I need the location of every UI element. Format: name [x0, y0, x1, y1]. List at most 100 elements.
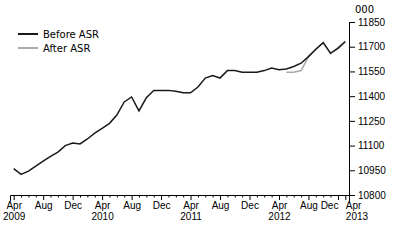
- y-tick-label: 11700: [358, 41, 386, 52]
- x-tick: [227, 195, 228, 198]
- y-tick: 11400: [349, 91, 386, 102]
- x-tick-label: Aug: [300, 200, 318, 211]
- lines: [14, 41, 346, 174]
- x-tick: [301, 195, 302, 198]
- x-axis: Apr2009AugDecApr2010AugDecApr2011AugDecA…: [3, 195, 368, 222]
- y-tick: 11250: [349, 116, 386, 127]
- x-minor-tick-mark: [58, 195, 59, 198]
- x-minor-tick-mark: [286, 195, 287, 198]
- x-minor-tick-mark: [242, 195, 243, 198]
- y-tick-mark: [349, 71, 355, 72]
- x-tick: [168, 195, 169, 198]
- x-minor-tick-mark: [117, 195, 118, 198]
- x-minor-tick-mark: [205, 195, 206, 198]
- x-tick: [65, 195, 66, 198]
- x-minor-tick-mark: [109, 195, 110, 198]
- series-line: [14, 42, 346, 175]
- x-tick: Apr2010: [91, 195, 114, 222]
- y-axis-line: [350, 23, 356, 196]
- x-tick: [286, 195, 287, 198]
- y-tick: 10950: [349, 165, 386, 176]
- x-minor-tick-mark: [95, 195, 96, 198]
- x-tick: [124, 195, 125, 198]
- x-tick: Aug: [212, 195, 230, 211]
- x-minor-tick-mark: [51, 195, 52, 198]
- x-tick: [154, 195, 155, 198]
- y-tick-label: 11250: [358, 116, 386, 127]
- x-minor-tick-mark: [235, 195, 236, 198]
- x-tick-label: Dec: [321, 200, 339, 211]
- x-tick: [36, 195, 37, 198]
- x-tick: [316, 195, 317, 198]
- x-tick: [242, 195, 243, 198]
- x-minor-tick-mark: [65, 195, 66, 198]
- x-minor-tick-mark: [139, 195, 140, 198]
- legend-swatch: [18, 33, 38, 35]
- x-minor-tick-mark: [176, 195, 177, 198]
- x-minor-tick-mark: [198, 195, 199, 198]
- x-tick: [139, 195, 140, 198]
- x-minor-tick-mark: [227, 195, 228, 198]
- y-tick-mark: [349, 170, 355, 171]
- x-tick-label: Aug: [212, 200, 230, 211]
- legend-label: Before ASR: [43, 29, 99, 40]
- x-tick-label: Apr2012: [268, 200, 291, 222]
- y-tick-mark: [349, 96, 355, 97]
- x-tick: [183, 195, 184, 198]
- y-tick-mark: [349, 146, 355, 147]
- x-tick: [109, 195, 110, 198]
- x-minor-tick-mark: [331, 195, 332, 198]
- x-tick: [257, 195, 258, 198]
- x-tick-label: Aug: [123, 200, 141, 211]
- x-minor-tick-mark: [87, 195, 88, 198]
- x-tick: [198, 195, 199, 198]
- x-tick: [51, 195, 52, 198]
- x-tick-label: Apr2011: [180, 200, 202, 222]
- y-tick: 11850: [349, 17, 386, 28]
- y-tick-label: 10950: [358, 165, 386, 176]
- x-minor-tick-mark: [36, 195, 37, 198]
- legend-item: Before ASR: [18, 29, 99, 40]
- y-tick-mark: [349, 47, 355, 48]
- x-tick: Apr2012: [268, 195, 291, 222]
- x-tick: [176, 195, 177, 198]
- x-tick: Aug: [123, 195, 141, 211]
- y-tick: 11700: [349, 41, 386, 52]
- y-axis: 10800 10950 11100 11250 11400 11550 11700 11850: [349, 17, 386, 201]
- x-minor-tick-mark: [257, 195, 258, 198]
- x-minor-tick-mark: [213, 195, 214, 198]
- y-axis-label: 000: [355, 4, 374, 15]
- x-minor-tick-mark: [264, 195, 265, 198]
- x-minor-tick-mark: [316, 195, 317, 198]
- x-tick: [213, 195, 214, 198]
- y-tick-label: 11550: [358, 66, 386, 77]
- x-minor-tick-mark: [323, 195, 324, 198]
- x-tick: [146, 195, 147, 198]
- x-minor-tick-mark: [21, 195, 22, 198]
- x-tick: Aug: [35, 195, 53, 211]
- y-tick: 11100: [349, 140, 385, 151]
- x-tick: [205, 195, 206, 198]
- x-tick-label: Apr2010: [91, 200, 114, 222]
- x-minor-tick-mark: [124, 195, 125, 198]
- x-tick: Dec: [153, 195, 171, 211]
- y-tick-mark: [349, 195, 355, 196]
- x-tick: [272, 195, 273, 198]
- y-tick-label: 10800: [358, 190, 386, 201]
- legend: Before ASR After ASR: [18, 29, 99, 54]
- x-minor-tick-mark: [146, 195, 147, 198]
- x-tick: [87, 195, 88, 198]
- x-axis-line: [11, 196, 350, 202]
- x-minor-tick-mark: [80, 195, 81, 198]
- legend-label: After ASR: [43, 43, 90, 54]
- x-tick: [331, 195, 332, 198]
- x-tick: [235, 195, 236, 198]
- x-tick: Dec: [64, 195, 82, 211]
- x-tick: Apr2009: [3, 195, 26, 222]
- x-tick: Dec: [241, 195, 259, 211]
- x-tick: [323, 195, 324, 198]
- x-minor-tick-mark: [154, 195, 155, 198]
- x-tick: [95, 195, 96, 198]
- x-tick-label: Dec: [64, 200, 82, 211]
- x-tick: Aug: [300, 195, 318, 211]
